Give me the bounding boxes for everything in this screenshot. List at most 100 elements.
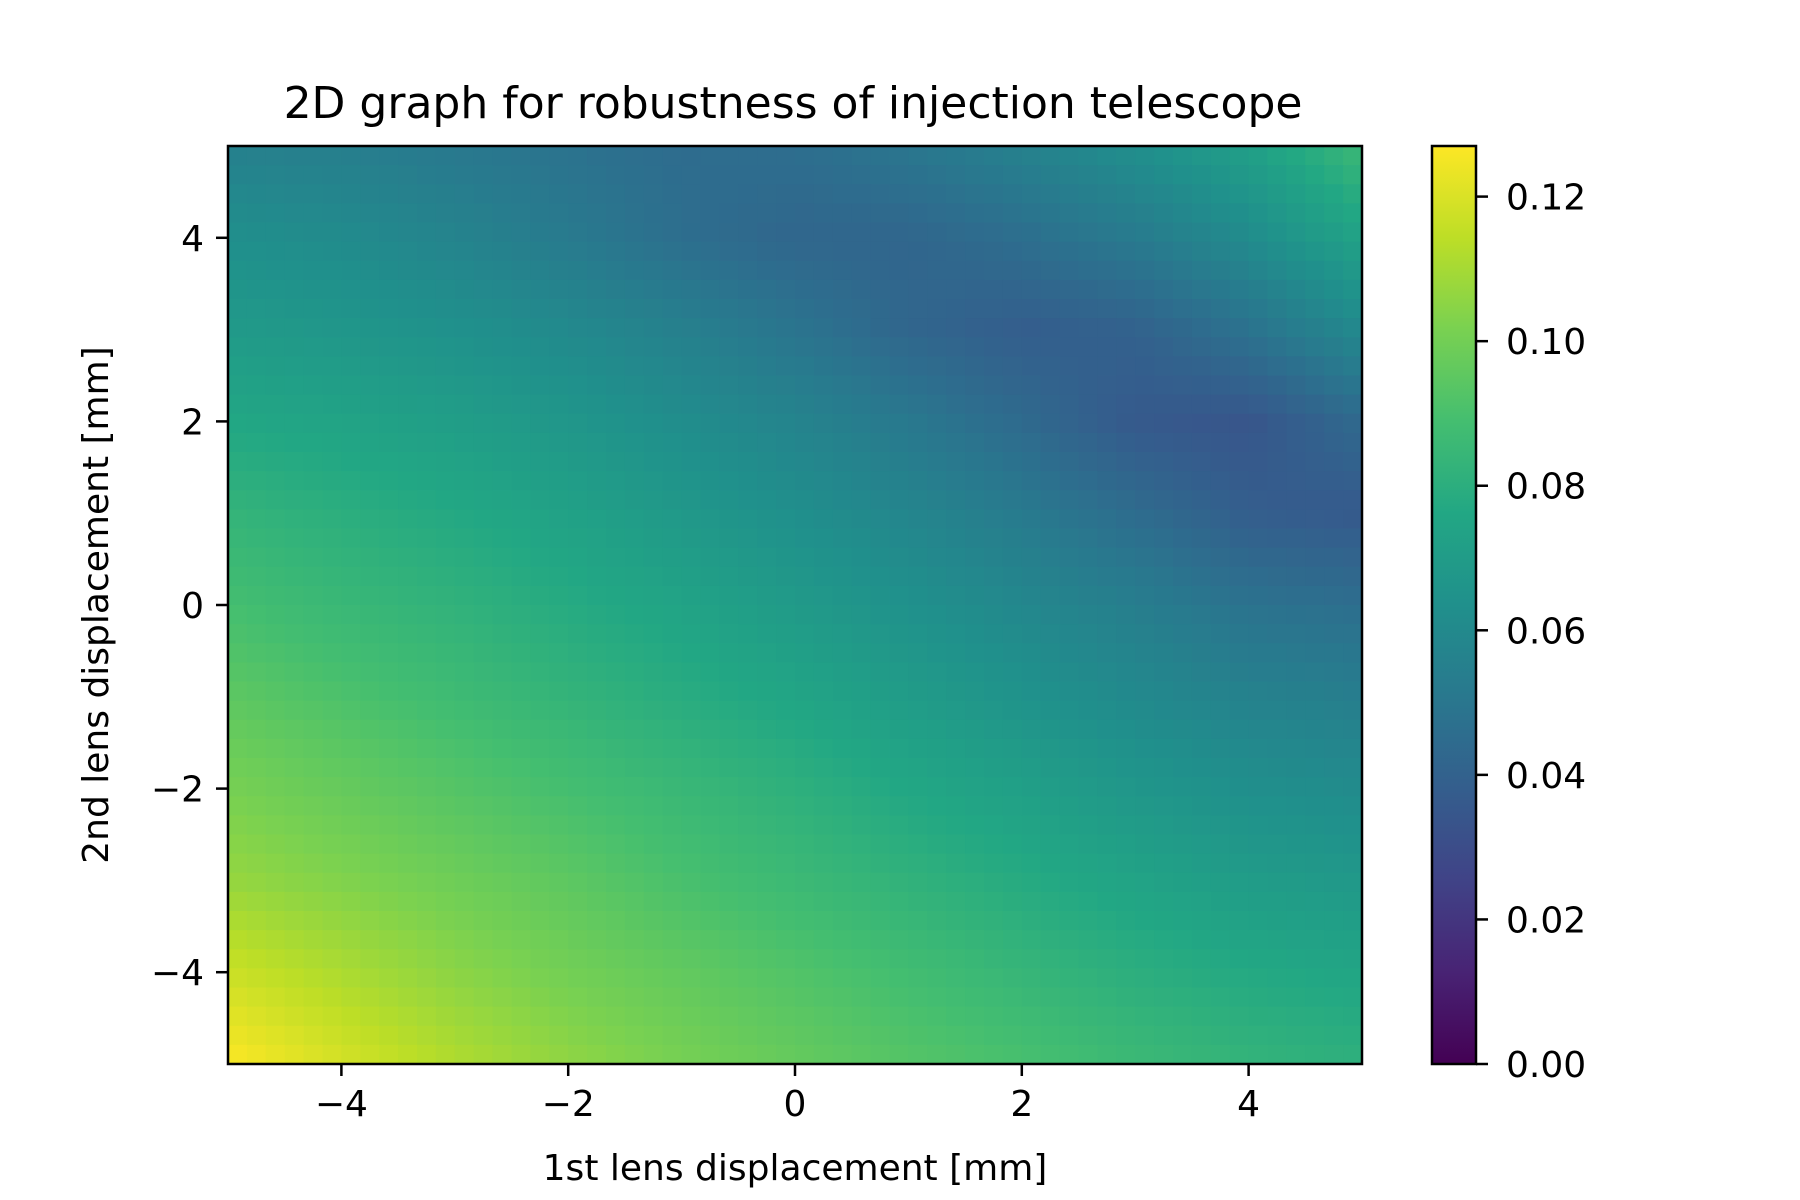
heatmap-cell: [1343, 490, 1363, 510]
heatmap-cell: [643, 681, 664, 702]
heatmap-cell: [568, 356, 588, 377]
heatmap-cell: [322, 356, 342, 377]
heatmap-cell: [1248, 719, 1269, 740]
heatmap-cell: [587, 394, 607, 415]
heatmap-cell: [719, 987, 739, 1008]
heatmap-cells: [228, 146, 1363, 1065]
heatmap-cell: [435, 356, 456, 377]
heatmap-cell: [757, 1025, 777, 1046]
heatmap-cell: [360, 547, 380, 568]
heatmap-cell: [511, 471, 531, 491]
heatmap-cell: [624, 585, 645, 606]
heatmap-cell: [284, 1044, 305, 1065]
heatmap-cell: [1305, 432, 1325, 453]
heatmap-cell: [228, 279, 248, 300]
heatmap-cell: [870, 413, 891, 434]
heatmap-cell: [1343, 452, 1363, 472]
heatmap-cell: [832, 547, 853, 568]
heatmap-cell: [492, 815, 513, 836]
heatmap-cell: [757, 1044, 777, 1065]
heatmap-cell: [870, 605, 891, 625]
heatmap-cell: [681, 413, 702, 434]
heatmap-cell: [738, 490, 758, 510]
heatmap-cell: [984, 605, 1004, 625]
heatmap-cell: [927, 203, 947, 224]
heatmap-cell: [530, 318, 550, 338]
heatmap-cell: [435, 834, 456, 855]
heatmap-cell: [1248, 337, 1269, 357]
heatmap-cell: [265, 777, 286, 797]
heatmap-cell: [719, 1006, 739, 1027]
heatmap-cell: [1267, 356, 1287, 377]
heatmap-cell: [946, 872, 966, 893]
heatmap-cell: [719, 299, 739, 319]
heatmap-cell: [1116, 624, 1136, 644]
heatmap-cell: [360, 432, 380, 453]
heatmap-cell: [511, 528, 531, 549]
heatmap-cell: [1267, 471, 1287, 491]
heatmap-cell: [473, 509, 494, 530]
heatmap-cell: [738, 738, 758, 759]
heatmap-cell: [1097, 260, 1117, 281]
heatmap-cell: [1248, 911, 1269, 931]
heatmap-cell: [1021, 318, 1042, 338]
heatmap-cell: [417, 777, 437, 797]
heatmap-cell: [927, 1025, 947, 1046]
heatmap-cell: [1324, 203, 1344, 224]
heatmap-cell: [1002, 452, 1023, 472]
heatmap-cell: [1135, 490, 1155, 510]
heatmap-cell: [1040, 547, 1061, 568]
heatmap-cell: [946, 949, 966, 969]
heatmap-cell: [511, 719, 531, 740]
heatmap-cell: [1116, 662, 1136, 683]
heatmap-cell: [1002, 394, 1023, 415]
heatmap-cell: [549, 834, 569, 855]
heatmap-cell: [832, 1006, 853, 1027]
heatmap-cell: [1248, 930, 1269, 950]
heatmap-cell: [851, 643, 872, 663]
heatmap-cell: [643, 911, 664, 931]
heatmap-cell: [908, 700, 928, 721]
heatmap-cell: [530, 375, 550, 396]
heatmap-cell: [1286, 222, 1306, 243]
heatmap-cell: [927, 738, 947, 759]
heatmap-cell: [1286, 1025, 1306, 1046]
heatmap-cell: [1305, 490, 1325, 510]
heatmap-cell: [511, 1025, 531, 1046]
heatmap-cell: [832, 700, 853, 721]
heatmap-cell: [454, 432, 475, 453]
heatmap-cell: [700, 891, 720, 912]
heatmap-cell: [284, 146, 305, 166]
heatmap-cell: [1116, 260, 1136, 281]
heatmap-cell: [435, 643, 456, 663]
heatmap-cell: [549, 987, 569, 1008]
heatmap-cell: [1210, 528, 1231, 549]
heatmap-cell: [662, 662, 683, 683]
heatmap-cell: [889, 241, 909, 262]
heatmap-cell: [1324, 241, 1344, 262]
heatmap-cell: [946, 1025, 966, 1046]
heatmap-cell: [1097, 241, 1117, 262]
heatmap-cell: [360, 930, 380, 950]
heatmap-cell: [246, 968, 267, 989]
heatmap-cell: [1116, 605, 1136, 625]
heatmap-cell: [1286, 260, 1306, 281]
heatmap-cell: [908, 146, 928, 166]
heatmap-cell: [946, 471, 966, 491]
heatmap-cell: [511, 260, 531, 281]
heatmap-cell: [1324, 375, 1344, 396]
heatmap-cell: [1154, 777, 1174, 797]
heatmap-cell: [851, 528, 872, 549]
heatmap-cell: [700, 203, 720, 224]
heatmap-cell: [398, 452, 418, 472]
heatmap-cell: [454, 394, 475, 415]
heatmap-cell: [908, 891, 928, 912]
heatmap-cell: [700, 375, 720, 396]
heatmap-cell: [1286, 796, 1306, 816]
heatmap-cell: [360, 452, 380, 472]
heatmap-cell: [549, 796, 569, 816]
heatmap-cell: [738, 394, 758, 415]
heatmap-cell: [341, 758, 361, 778]
heatmap-cell: [492, 1025, 513, 1046]
heatmap-cell: [1267, 413, 1287, 434]
